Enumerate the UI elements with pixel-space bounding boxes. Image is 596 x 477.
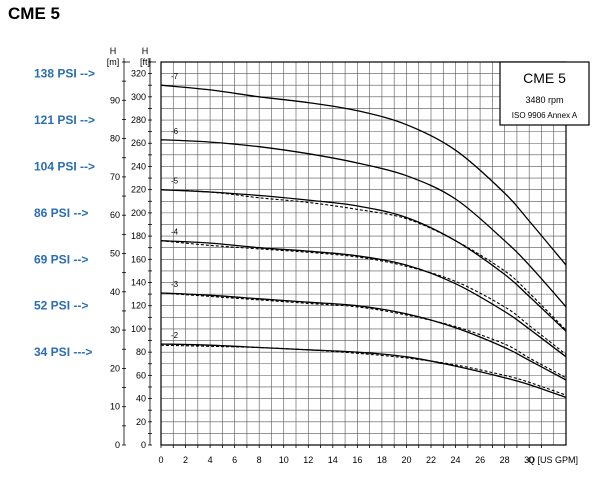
x-axis-tick-label: 12 bbox=[303, 455, 313, 465]
y-axis-ft-tick-label: 160 bbox=[131, 254, 146, 264]
series-curve-dashed bbox=[160, 292, 567, 379]
y-axis-ft-unit: [ft] bbox=[140, 57, 150, 67]
legend-box: CME 5 3480 rpm ISO 9906 Annex A bbox=[499, 61, 590, 126]
x-axis-tick-label: 28 bbox=[500, 455, 510, 465]
psi-label: 69 PSI --> bbox=[34, 252, 88, 266]
y-axis-ft-tick-label: 120 bbox=[131, 301, 146, 311]
plot-border bbox=[160, 61, 567, 446]
x-axis-tick-label: 8 bbox=[257, 455, 262, 465]
y-axis-ft-tick-label: 20 bbox=[136, 417, 146, 427]
y-axis-ft-tick-label: 280 bbox=[131, 115, 146, 125]
y-axis-ft-tick-label: 60 bbox=[136, 370, 146, 380]
y-axis-ft-tick-label: 80 bbox=[136, 347, 146, 357]
x-axis-tick-label: 4 bbox=[208, 455, 213, 465]
y-axis-ft-tick-label: 40 bbox=[136, 394, 146, 404]
y-axis-m-tick-label: 90 bbox=[110, 95, 120, 105]
chart-title: CME 5 bbox=[8, 4, 60, 23]
y-axis-m-tick-label: 10 bbox=[110, 402, 120, 412]
x-axis-tick-label: 6 bbox=[232, 455, 237, 465]
series-curve-dashed bbox=[160, 189, 567, 331]
y-axis-m-tick-label: 80 bbox=[110, 134, 120, 144]
psi-label: 138 PSI --> bbox=[34, 67, 95, 81]
legend-speed: 3480 rpm bbox=[525, 95, 563, 105]
psi-label: 104 PSI --> bbox=[34, 159, 95, 173]
plot-frame bbox=[160, 61, 567, 446]
y-axis-m-tick-label: 60 bbox=[110, 210, 120, 220]
x-axis-tick-label: 26 bbox=[475, 455, 485, 465]
series-curve-solid bbox=[160, 189, 567, 332]
y-axis-m-title: H bbox=[110, 46, 117, 56]
y-axis-ft-title: H bbox=[142, 46, 149, 56]
y-axis-ft-tick-label: 180 bbox=[131, 231, 146, 241]
x-axis-tick-label: 30 bbox=[524, 455, 534, 465]
series-curve-solid bbox=[160, 240, 567, 358]
y-axis-m-tick-label: 70 bbox=[110, 172, 120, 182]
y-axis-m-tick-label: 50 bbox=[110, 249, 120, 259]
x-axis: 0 2 4 6 8 10 12 14 16 18 20 22 24 26 28 30Q [US GPM] bbox=[158, 445, 578, 465]
y-axis-m-tick-label: 20 bbox=[110, 363, 120, 373]
x-axis-tick-label: 18 bbox=[377, 455, 387, 465]
y-axis-ft-tick-label: 260 bbox=[131, 138, 146, 148]
x-axis-tick-label: 20 bbox=[401, 455, 411, 465]
series-curve-dashed bbox=[160, 344, 567, 396]
y-axis-m-tick-label: 30 bbox=[110, 325, 120, 335]
series-curves: -7 -6 -5 -4 -3 -2 bbox=[160, 72, 567, 399]
y-axis-ft-tick-label: 140 bbox=[131, 278, 146, 288]
x-axis-title: Q [US GPM] bbox=[528, 455, 578, 465]
series-curve-label: -7 bbox=[171, 72, 179, 81]
series-curve-label: -4 bbox=[171, 228, 179, 237]
y-axis-m-tick-label: 40 bbox=[110, 287, 120, 297]
y-axis-ft-tick-label: 320 bbox=[131, 69, 146, 79]
legend-model: CME 5 bbox=[523, 70, 566, 86]
psi-labels: 138 PSI --> 121 PSI --> 104 PSI --> 86 PSI … bbox=[34, 67, 95, 360]
x-axis-tick-label: 16 bbox=[352, 455, 362, 465]
series-curve-label: -3 bbox=[171, 280, 179, 289]
x-axis-tick-label: 24 bbox=[451, 455, 461, 465]
y-axes: 0204060801001201401601802002202402602803… bbox=[107, 46, 156, 450]
y-axis-ft-tick-label: 300 bbox=[131, 92, 146, 102]
series-curve-label: -2 bbox=[171, 331, 179, 340]
x-axis-tick-label: 10 bbox=[279, 455, 289, 465]
x-axis-tick-label: 22 bbox=[426, 455, 436, 465]
y-axis-m-unit: [m] bbox=[107, 57, 120, 67]
x-axis-tick-label: 2 bbox=[183, 455, 188, 465]
x-axis-tick-label: 0 bbox=[158, 455, 163, 465]
legend-frame bbox=[499, 61, 590, 126]
y-axis-ft-tick-label: 220 bbox=[131, 185, 146, 195]
series-curve-label: -6 bbox=[171, 127, 179, 136]
x-axis-tick-label: 14 bbox=[328, 455, 338, 465]
series-curve-label: -5 bbox=[171, 177, 179, 186]
y-axis-ft-tick-label: 100 bbox=[131, 324, 146, 334]
series-curve-solid bbox=[160, 139, 567, 308]
psi-label: 121 PSI --> bbox=[34, 113, 95, 127]
series-curve-solid bbox=[160, 84, 567, 266]
y-axis-ft-tick-label: 240 bbox=[131, 161, 146, 171]
psi-label: 52 PSI --> bbox=[34, 299, 88, 313]
y-axis-m-tick-label: 0 bbox=[115, 440, 120, 450]
y-axis-ft-tick-label: 200 bbox=[131, 208, 146, 218]
y-axis-ft-tick-label: 0 bbox=[141, 440, 146, 450]
legend-standard: ISO 9906 Annex A bbox=[512, 111, 578, 120]
psi-label: 34 PSI ---> bbox=[34, 345, 92, 359]
series-curve-dashed bbox=[160, 240, 567, 355]
psi-label: 86 PSI --> bbox=[34, 206, 88, 220]
series-curve-solid bbox=[160, 292, 567, 381]
series-curve-solid bbox=[160, 343, 567, 399]
